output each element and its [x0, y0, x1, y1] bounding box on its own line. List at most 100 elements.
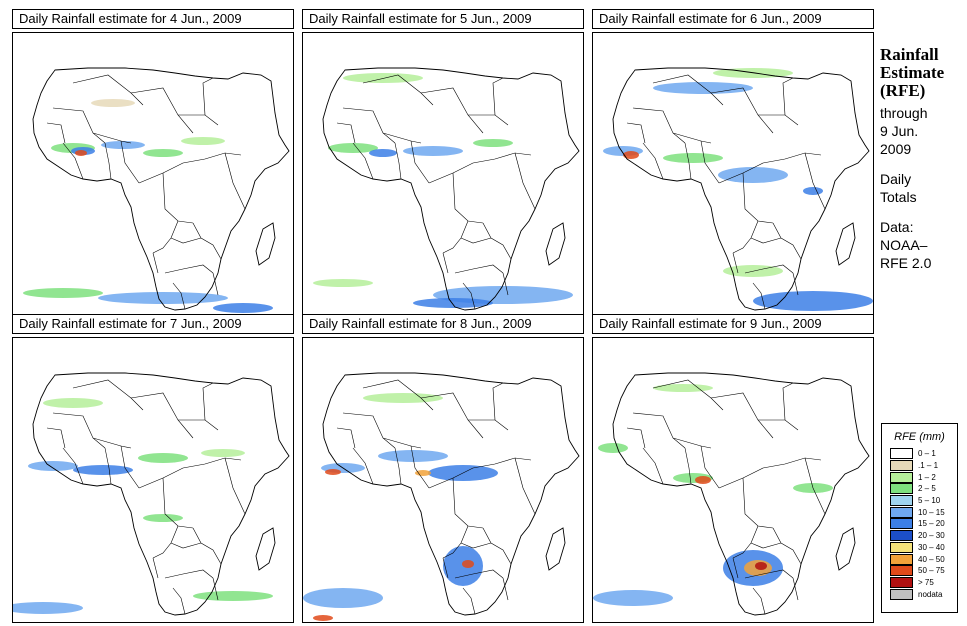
country-border: [178, 114, 219, 126]
country-border: [342, 107, 396, 144]
rainfall-area: [623, 151, 639, 159]
map-panel-jun5: Daily Rainfall estimate for 5 Jun., 2009: [302, 9, 584, 318]
country-border: [710, 392, 774, 439]
rainfall-map: [12, 32, 294, 318]
map-panel-jun6: Daily Rainfall estimate for 6 Jun., 2009: [592, 9, 874, 318]
country-border: [224, 152, 246, 210]
rainfall-area: [101, 141, 145, 149]
country-border: [52, 107, 106, 144]
country-border: [46, 427, 66, 449]
country-border: [454, 264, 504, 274]
legend-row: nodata: [882, 588, 957, 600]
country-border: [652, 74, 724, 106]
country-border: [442, 252, 449, 274]
legend-row: 40 – 50: [882, 553, 957, 565]
panel-title: Daily Rainfall estimate for 8 Jun., 2009: [302, 314, 584, 334]
legend-row: 10 – 15: [882, 506, 957, 518]
legend-row: .1 – 1: [882, 460, 957, 472]
country-border: [492, 77, 504, 116]
period-label: Daily: [880, 171, 912, 187]
rainfall-area: [73, 465, 133, 475]
country-border: [172, 282, 186, 310]
sidebar-annotation: Rainfall Estimate (RFE) through 9 Jun. 2…: [880, 46, 965, 272]
data-version: RFE 2.0: [880, 255, 932, 271]
rainfall-area: [181, 137, 225, 145]
country-border: [410, 445, 430, 489]
rainfall-area: [753, 291, 873, 311]
country-border: [782, 77, 794, 116]
country-border: [442, 220, 469, 254]
country-border: [410, 140, 430, 184]
country-border: [792, 577, 799, 601]
rainfall-map: [302, 32, 584, 318]
legend-row: 20 – 30: [882, 530, 957, 542]
country-border: [782, 382, 794, 421]
rainfall-area: [201, 449, 245, 457]
country-border: [130, 87, 194, 134]
country-border: [772, 222, 802, 260]
rainfall-map: [302, 337, 584, 623]
rfe-title-line2: Estimate: [880, 63, 945, 82]
legend-label: 1 – 2: [918, 472, 936, 482]
rfe-title-line1: Rainfall: [880, 45, 939, 64]
rainfall-area: [473, 139, 513, 147]
rainfall-area: [363, 393, 443, 403]
legend-row: 5 – 10: [882, 495, 957, 507]
country-border: [212, 272, 219, 296]
legend-swatch: [890, 460, 913, 472]
country-border: [152, 252, 159, 274]
country-border: [72, 74, 144, 106]
panel-title: Daily Rainfall estimate for 4 Jun., 2009: [12, 9, 294, 29]
end-date: 9 Jun.: [880, 123, 919, 139]
country-border: [700, 445, 720, 489]
country-border: [468, 419, 509, 431]
legend-swatch: [890, 588, 913, 600]
country-border: [162, 172, 194, 224]
country-border: [224, 457, 246, 515]
legend-row: 1 – 2: [882, 471, 957, 483]
country-border: [152, 557, 159, 579]
rainfall-area: [803, 187, 823, 195]
rainfall-area: [462, 560, 474, 568]
legend-swatch: [890, 471, 913, 483]
legend-label: 0 – 1: [918, 449, 936, 459]
country-border: [442, 525, 469, 559]
legend-label: 5 – 10: [918, 496, 941, 506]
country-border: [202, 382, 214, 421]
rainfall-area: [415, 470, 431, 476]
country-border: [336, 427, 356, 449]
rainfall-area: [91, 99, 135, 107]
country-border: [514, 457, 536, 515]
country-border: [742, 477, 774, 529]
legend-title: RFE (mm): [894, 431, 945, 443]
legend-label: 10 – 15: [918, 507, 945, 517]
country-border: [420, 87, 484, 134]
country-border: [742, 172, 774, 224]
legend-row: > 75: [882, 576, 957, 589]
madagascar-outline: [835, 222, 856, 266]
country-border: [342, 412, 396, 449]
legend-row: 0 – 1: [882, 448, 957, 460]
legend-swatch: [890, 495, 913, 507]
period-value: Totals: [880, 189, 917, 205]
country-border: [732, 557, 739, 579]
country-border: [352, 142, 374, 180]
rainfall-area: [413, 298, 493, 308]
data-label: Data:: [880, 219, 914, 235]
rainfall-area: [369, 149, 397, 157]
country-border: [420, 392, 484, 439]
rainfall-area: [593, 590, 673, 606]
country-border: [362, 74, 434, 106]
country-border: [120, 445, 140, 489]
country-border: [460, 542, 492, 549]
legend-label: 40 – 50: [918, 554, 945, 564]
rainfall-area: [213, 303, 273, 313]
country-border: [454, 569, 504, 579]
madagascar-outline: [545, 527, 566, 571]
country-border: [718, 457, 822, 489]
country-border: [428, 152, 532, 184]
map-panel-jun9: Daily Rainfall estimate for 9 Jun., 2009: [592, 314, 874, 623]
rainfall-area: [598, 443, 628, 453]
rainfall-area: [13, 602, 83, 614]
